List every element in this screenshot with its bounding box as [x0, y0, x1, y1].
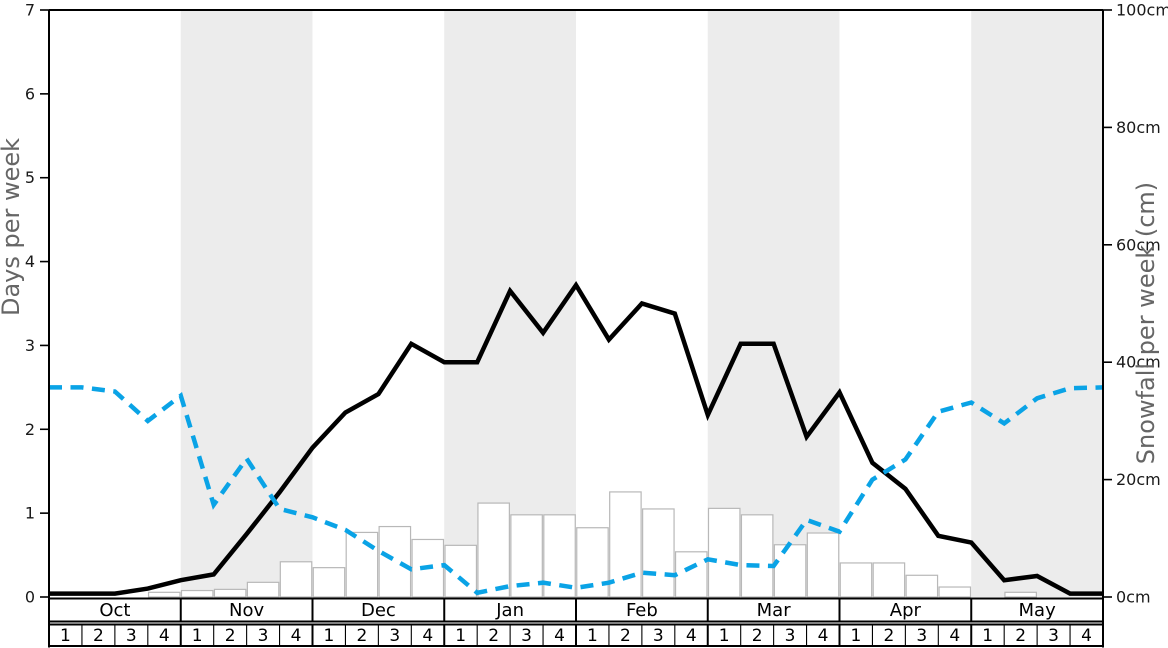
week-label: 2	[752, 626, 763, 646]
week-label: 4	[949, 626, 960, 646]
right-axis-title-group: Snowfall per week (cm)	[1132, 182, 1160, 464]
right-tick-labels: 0cm 20cm 40cm 60cm 80cm 100cm	[1116, 1, 1168, 607]
week-label: 2	[883, 626, 894, 646]
snowfall-bar	[345, 531, 379, 598]
snowfall-bar	[477, 502, 510, 598]
week-label: 3	[521, 626, 532, 646]
left-axis-title: Days per week	[0, 138, 25, 316]
snowfall-bar	[740, 514, 774, 598]
week-label: 2	[225, 626, 236, 646]
month-label: Nov	[229, 600, 264, 621]
snowfall-bar	[938, 586, 972, 598]
right-tick-label: 60cm	[1116, 235, 1161, 254]
snowfall-bar	[147, 591, 181, 598]
left-tick-label: 3	[25, 336, 35, 355]
snowfall-bar	[312, 567, 346, 598]
right-tick-label: 0cm	[1116, 588, 1151, 607]
week-label: 1	[192, 626, 203, 646]
snowfall-bar	[806, 532, 840, 598]
month-label: Oct	[99, 600, 130, 621]
snowfall-bar	[180, 589, 214, 598]
left-axis-title-group: Days per week	[0, 138, 25, 316]
snowfall-bar	[707, 507, 741, 598]
left-tick-label: 7	[25, 1, 35, 20]
week-label: 4	[422, 626, 433, 646]
week-label: 4	[818, 626, 829, 646]
week-label: 3	[126, 626, 137, 646]
month-label: Dec	[361, 600, 396, 621]
week-label: 3	[258, 626, 269, 646]
axes-and-ticks	[40, 9, 1112, 648]
dashed-blue-line	[49, 385, 1104, 596]
snowfall-bar	[642, 508, 675, 598]
week-label: 3	[653, 626, 664, 646]
snowfall-bar	[246, 581, 280, 598]
week-label: 2	[488, 626, 499, 646]
right-tick-label: 20cm	[1116, 470, 1161, 489]
month-label: Feb	[626, 600, 658, 621]
snowfall-bar	[213, 588, 247, 598]
snowfall-bar	[378, 525, 412, 598]
month-band-jan	[444, 10, 576, 597]
week-label: 1	[719, 626, 730, 646]
left-tick-labels: 0 1 2 3 4 5 6 7	[25, 1, 35, 607]
snowfall-bar	[674, 551, 708, 598]
snowfall-bar	[905, 574, 939, 598]
left-tick-label: 1	[25, 504, 35, 523]
solid-black-line	[49, 280, 1103, 596]
week-label: 1	[60, 626, 71, 646]
week-label: 3	[785, 626, 796, 646]
snowfall-bar	[279, 561, 313, 598]
snowfall-bar	[839, 562, 873, 598]
snowfall-bar	[872, 562, 906, 598]
week-label: 1	[324, 626, 335, 646]
shaded-month-bands	[180, 10, 1103, 597]
month-label: Jan	[495, 600, 524, 621]
week-label: 2	[356, 626, 367, 646]
left-tick-label: 5	[25, 168, 35, 187]
dashed-line-path	[49, 385, 1104, 596]
month-label: May	[1019, 600, 1057, 621]
month-label: Mar	[757, 600, 792, 621]
week-label: 1	[587, 626, 598, 646]
week-label: 2	[1015, 626, 1026, 646]
right-tick-label: 80cm	[1116, 118, 1161, 137]
week-label: 4	[291, 626, 302, 646]
week-label: 2	[93, 626, 104, 646]
left-tick-label: 0	[25, 588, 35, 607]
week-label: 4	[554, 626, 565, 646]
right-tick-label: 40cm	[1116, 353, 1161, 372]
week-label: 3	[916, 626, 927, 646]
month-band-mar	[707, 10, 840, 597]
week-label: 3	[1048, 626, 1059, 646]
week-label: 4	[686, 626, 697, 646]
week-label: 1	[982, 626, 993, 646]
solid-line-path	[49, 280, 1103, 596]
month-band-nov	[180, 10, 313, 597]
month-band-may	[971, 10, 1103, 597]
right-tick-label: 100cm	[1116, 1, 1168, 20]
left-tick-label: 6	[25, 84, 35, 103]
snowfall-bar	[1004, 591, 1037, 598]
week-label: 1	[851, 626, 862, 646]
week-label: 2	[620, 626, 631, 646]
week-label: 4	[1081, 626, 1092, 646]
right-axis-title: Snowfall per week (cm)	[1132, 182, 1160, 464]
month-label: Apr	[890, 600, 922, 621]
left-tick-label: 4	[25, 252, 35, 271]
month-week-table: Oct Nov Dec Jan Feb Mar Apr May 1 2 3 4 1 2 3 4 1 2 3 4 1 2 3 4…	[48, 597, 1104, 647]
week-label: 3	[389, 626, 400, 646]
week-label: 4	[159, 626, 170, 646]
left-tick-label: 2	[25, 420, 35, 439]
week-label: 1	[455, 626, 466, 646]
snowfall-bar	[773, 544, 807, 598]
